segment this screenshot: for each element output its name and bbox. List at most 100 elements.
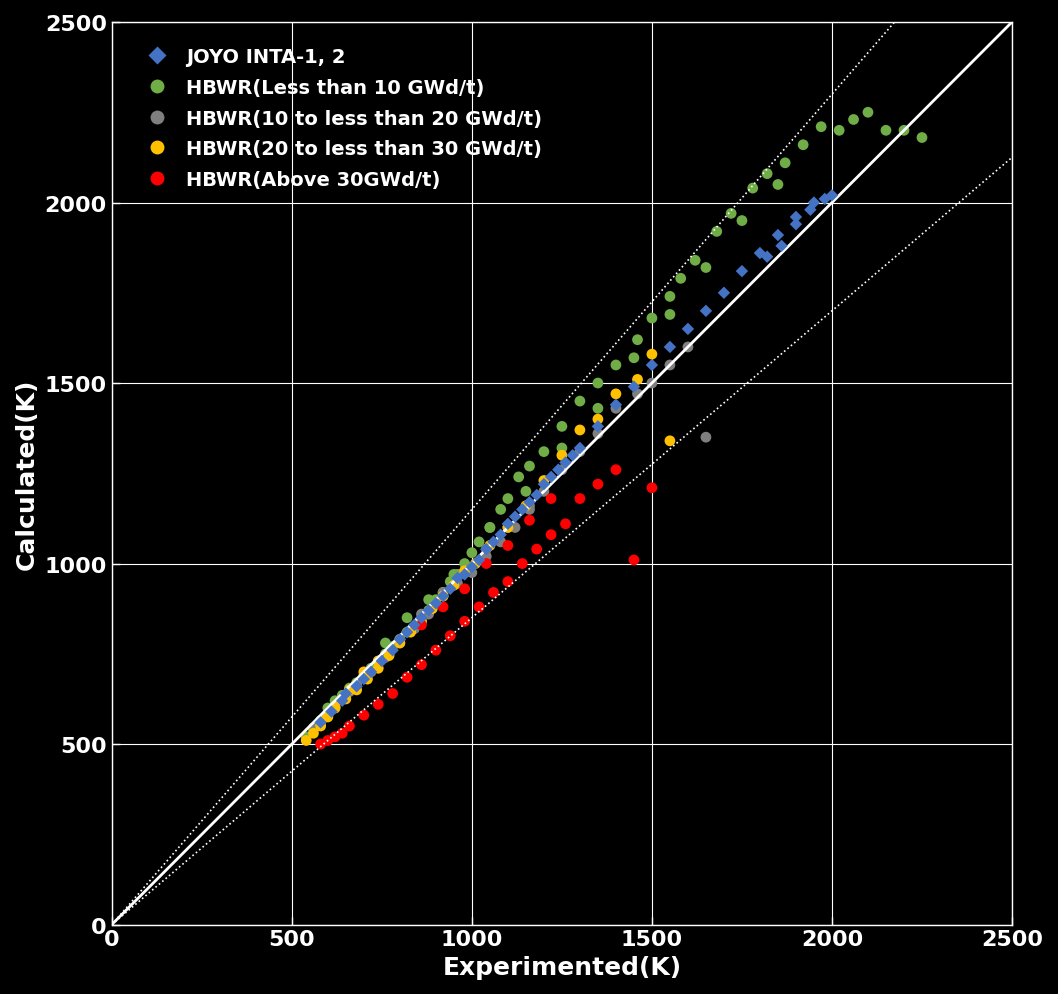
Point [733, 214, 750, 230]
Legend: JOYO INTA-1, 2, HBWR(Less than 10 GWd/t), HBWR(10 to less than 20 GWd/t), HBWR(2: JOYO INTA-1, 2, HBWR(Less than 10 GWd/t)… [122, 33, 558, 206]
Point [553, 440, 570, 456]
Point [643, 480, 660, 496]
Point [514, 556, 531, 572]
Point [769, 177, 786, 193]
Point [370, 653, 387, 669]
Point [817, 192, 834, 208]
Point [535, 473, 552, 489]
Point [449, 571, 466, 586]
Point [643, 358, 660, 374]
Point [499, 575, 516, 590]
Point [553, 448, 570, 464]
Point [312, 713, 329, 729]
Point [381, 648, 398, 664]
Point [550, 462, 567, 478]
Point [377, 650, 394, 666]
Point [643, 376, 660, 392]
Point [399, 624, 416, 640]
Point [435, 588, 452, 604]
Point [463, 560, 480, 576]
Point [312, 713, 329, 729]
Point [679, 322, 696, 338]
Point [333, 688, 350, 704]
Point [377, 646, 394, 662]
Point [449, 567, 466, 582]
Point [370, 697, 387, 713]
Point [348, 675, 365, 691]
Point [777, 156, 794, 172]
Point [589, 376, 606, 392]
Point [507, 520, 524, 536]
Point [355, 668, 372, 684]
Point [510, 469, 527, 485]
Point [751, 246, 768, 261]
Point [320, 708, 336, 724]
Point [471, 535, 488, 551]
Point [535, 484, 552, 500]
Point [320, 733, 336, 748]
Point [521, 495, 537, 511]
Point [355, 708, 372, 724]
Point [715, 285, 732, 301]
Point [787, 210, 804, 226]
Point [661, 340, 678, 356]
Point [543, 469, 560, 485]
Point [571, 491, 588, 507]
Point [845, 112, 862, 128]
Point [341, 684, 358, 700]
Point [435, 584, 452, 600]
Point [744, 181, 761, 197]
Point [499, 516, 516, 532]
Point [327, 701, 344, 717]
Point [467, 556, 484, 572]
Point [528, 542, 545, 558]
Point [492, 527, 509, 543]
Point [630, 372, 646, 388]
Point [449, 576, 466, 591]
Point [661, 307, 678, 323]
Point [571, 422, 588, 438]
Point [333, 691, 350, 707]
Point [507, 509, 524, 525]
Point [435, 588, 452, 604]
Point [589, 419, 606, 435]
Point [363, 661, 380, 677]
Point [420, 603, 437, 619]
Point [514, 502, 531, 518]
Point [456, 556, 473, 572]
Point [442, 581, 459, 597]
Point [492, 535, 509, 551]
Point [384, 639, 401, 655]
Point [305, 726, 322, 742]
Point [413, 606, 430, 622]
Point [391, 632, 408, 648]
Point [333, 693, 350, 709]
Point [363, 664, 380, 680]
Point [478, 542, 495, 558]
Point [420, 592, 437, 608]
Point [643, 311, 660, 327]
Point [607, 358, 624, 374]
Point [456, 564, 473, 580]
Point [413, 657, 430, 673]
Point [424, 601, 441, 617]
Point [399, 610, 416, 626]
Point [327, 693, 344, 709]
Point [787, 217, 804, 233]
Point [697, 303, 714, 319]
Point [805, 196, 822, 212]
Point [553, 462, 570, 478]
Point [442, 575, 459, 590]
Point [589, 426, 606, 442]
Point [312, 715, 329, 731]
Point [370, 653, 387, 669]
Point [445, 578, 462, 593]
Point [773, 239, 790, 254]
Point [481, 520, 498, 536]
Point [517, 498, 534, 514]
X-axis label: Experimented(K): Experimented(K) [442, 955, 681, 979]
Point [661, 289, 678, 305]
Point [571, 394, 588, 410]
Point [297, 730, 314, 746]
Point [877, 123, 894, 139]
